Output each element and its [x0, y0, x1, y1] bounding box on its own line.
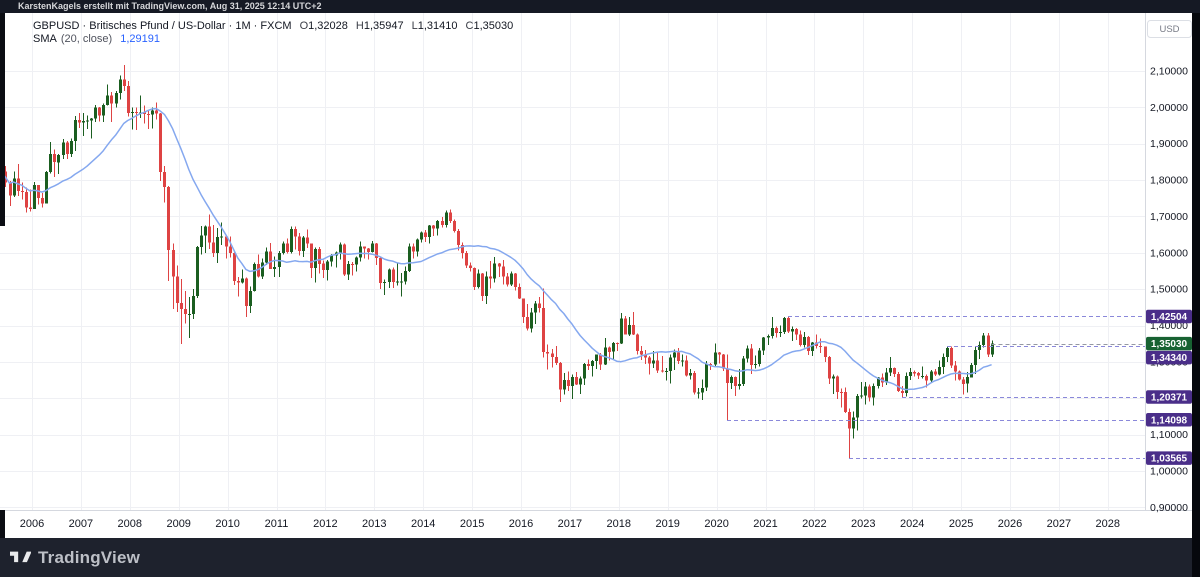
legend-open: O1,32028 [299, 20, 348, 32]
sma-legend-row: SMA (20, close) 1,29191 [33, 33, 513, 46]
svg-text:2013: 2013 [362, 518, 386, 530]
attribution-text: KarstenKagels erstellt mit TradingView.c… [18, 1, 322, 11]
svg-text:2011: 2011 [265, 518, 289, 530]
svg-text:2,00000: 2,00000 [1150, 102, 1188, 114]
sma-value: 1,29191 [120, 33, 160, 45]
svg-text:2023: 2023 [851, 518, 875, 530]
footer: TradingView [0, 538, 1200, 577]
tradingview-logo-icon[interactable] [10, 549, 31, 566]
svg-text:1,10000: 1,10000 [1150, 429, 1188, 441]
currency-button[interactable]: USD [1147, 20, 1192, 38]
price-label-1,34340[interactable]: 1,34340 [1146, 350, 1192, 365]
svg-text:2018: 2018 [607, 518, 631, 530]
svg-text:0,90000: 0,90000 [1150, 502, 1188, 514]
svg-text:2016: 2016 [509, 518, 533, 530]
svg-text:1,03565: 1,03565 [1151, 454, 1188, 465]
page-edge-strip-top [0, 13, 5, 226]
page-edge-column [1192, 13, 1200, 577]
svg-text:2,10000: 2,10000 [1150, 65, 1188, 77]
svg-text:1,34340: 1,34340 [1151, 353, 1188, 364]
svg-text:2010: 2010 [215, 518, 239, 530]
svg-text:1,14098: 1,14098 [1151, 415, 1188, 426]
symbol-title[interactable]: GBPUSD · Britisches Pfund / US-Dollar · … [33, 20, 292, 32]
legend-close: C1,35030 [465, 20, 514, 32]
svg-text:1,42504: 1,42504 [1151, 312, 1188, 323]
svg-text:2022: 2022 [802, 518, 826, 530]
attribution-bar: KarstenKagels erstellt mit TradingView.c… [0, 0, 1200, 13]
svg-text:USD: USD [1159, 24, 1179, 35]
svg-text:1,60000: 1,60000 [1150, 247, 1188, 259]
svg-text:1,20371: 1,20371 [1151, 393, 1188, 404]
svg-text:2019: 2019 [655, 518, 679, 530]
price-label-1,35030[interactable]: 1,35030 [1146, 336, 1192, 351]
svg-text:2020: 2020 [704, 518, 728, 530]
candles [0, 65, 994, 459]
svg-text:2008: 2008 [118, 518, 142, 530]
sma-params: (20, close) [60, 33, 113, 45]
chart-area[interactable]: 2,10000 2,00000 1,90000 1,80000 1,70000 1,600… [0, 13, 1200, 538]
legend-low: L1,31410 [411, 20, 458, 32]
svg-text:2024: 2024 [900, 518, 924, 530]
legend-high: H1,35947 [355, 20, 404, 32]
svg-text:2028: 2028 [1096, 518, 1120, 530]
svg-text:1,70000: 1,70000 [1150, 211, 1188, 223]
svg-text:2027: 2027 [1047, 518, 1071, 530]
svg-text:2009: 2009 [166, 518, 190, 530]
price-axis[interactable]: 2,10000 2,00000 1,90000 1,80000 1,70000 1,600… [1150, 65, 1188, 514]
svg-text:1,35030: 1,35030 [1151, 339, 1188, 350]
legend: GBPUSD · Britisches Pfund / US-Dollar · … [33, 20, 513, 46]
price-label-1,20371[interactable]: 1,20371 [1146, 390, 1192, 404]
symbol-legend-row: GBPUSD · Britisches Pfund / US-Dollar · … [33, 20, 513, 33]
svg-text:2007: 2007 [69, 518, 93, 530]
svg-text:2025: 2025 [949, 518, 973, 530]
grid [0, 13, 1145, 510]
sma-label[interactable]: SMA [33, 33, 57, 45]
tradingview-brand[interactable]: TradingView [38, 547, 141, 567]
time-axis[interactable]: 2006 2007 2008 2009 2010 2011 2012 2013 2014 2015… [20, 518, 1120, 530]
svg-text:2026: 2026 [998, 518, 1022, 530]
svg-text:2014: 2014 [411, 518, 435, 530]
page-edge-strip-bottom [0, 510, 5, 538]
price-label-1,14098[interactable]: 1,14098 [1146, 413, 1192, 427]
svg-text:1,50000: 1,50000 [1150, 284, 1188, 296]
svg-text:2021: 2021 [753, 518, 777, 530]
price-label-1,42504[interactable]: 1,42504 [1146, 309, 1192, 324]
svg-text:2015: 2015 [460, 518, 484, 530]
svg-text:1,00000: 1,00000 [1150, 466, 1188, 478]
svg-text:1,90000: 1,90000 [1150, 138, 1188, 150]
chart-svg[interactable]: 2,10000 2,00000 1,90000 1,80000 1,70000 1,600… [0, 13, 1200, 538]
sma-line[interactable] [0, 107, 992, 391]
svg-text:2017: 2017 [558, 518, 582, 530]
svg-text:2012: 2012 [313, 518, 337, 530]
svg-text:2006: 2006 [20, 518, 44, 530]
price-label-1,03565[interactable]: 1,03565 [1146, 451, 1192, 465]
svg-text:1,80000: 1,80000 [1150, 175, 1188, 187]
